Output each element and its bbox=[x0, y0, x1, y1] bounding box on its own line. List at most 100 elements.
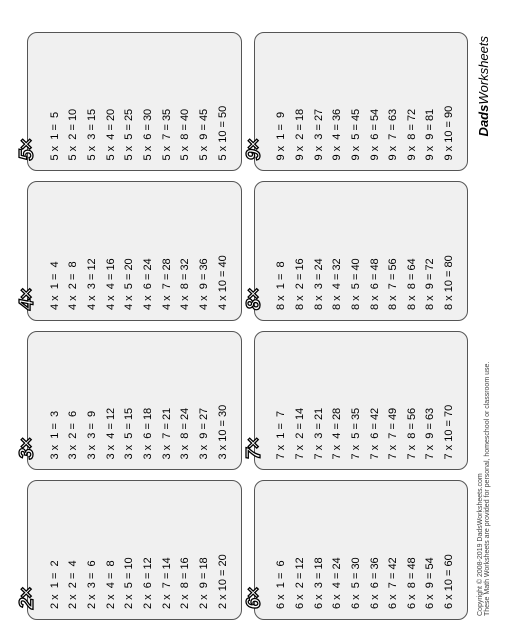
multiplication-fact: 2 x 8 = 16 bbox=[180, 492, 191, 610]
brand-logo: DadsWorksheets bbox=[476, 36, 491, 136]
page-rotated-wrapper: 2×2 x 1 = 22 x 2 = 42 x 3 = 62 x 4 = 82 … bbox=[0, 88, 512, 564]
multiplication-fact: 7 x 10 = 70 bbox=[444, 342, 455, 460]
times-table-card-6: 6×6 x 1 = 66 x 2 = 126 x 3 = 186 x 4 = 2… bbox=[254, 481, 469, 621]
multiplication-fact: 7 x 7 = 49 bbox=[388, 342, 399, 460]
multiplication-fact: 8 x 6 = 48 bbox=[370, 193, 381, 311]
multiplication-fact: 6 x 5 = 30 bbox=[351, 492, 362, 610]
times-table-label: 6× bbox=[244, 588, 264, 609]
multiplication-fact: 8 x 4 = 32 bbox=[332, 193, 343, 311]
multiplication-fact: 7 x 8 = 56 bbox=[407, 342, 418, 460]
multiplication-fact: 4 x 6 = 24 bbox=[143, 193, 154, 311]
multiplication-fact: 3 x 5 = 15 bbox=[124, 342, 135, 460]
multiplication-fact: 6 x 9 = 54 bbox=[425, 492, 436, 610]
times-table-label: 3× bbox=[17, 439, 37, 460]
times-table-card-4: 4×4 x 1 = 44 x 2 = 84 x 3 = 124 x 4 = 16… bbox=[27, 182, 242, 322]
times-table-card-8: 8×8 x 1 = 88 x 2 = 168 x 3 = 248 x 4 = 3… bbox=[254, 182, 469, 322]
multiplication-fact: 8 x 1 = 8 bbox=[276, 193, 287, 311]
multiplication-fact: 8 x 2 = 16 bbox=[295, 193, 306, 311]
brand-prefix: Dads bbox=[476, 105, 491, 137]
multiplication-fact: 4 x 9 = 36 bbox=[199, 193, 210, 311]
multiplication-fact: 3 x 7 = 21 bbox=[162, 342, 173, 460]
multiplication-fact: 3 x 9 = 27 bbox=[199, 342, 210, 460]
multiplication-fact: 7 x 2 = 14 bbox=[295, 342, 306, 460]
times-table-card-7: 7×7 x 1 = 77 x 2 = 147 x 3 = 217 x 4 = 2… bbox=[254, 331, 469, 471]
multiplication-fact: 9 x 7 = 63 bbox=[388, 43, 399, 161]
multiplication-fact: 8 x 10 = 80 bbox=[444, 193, 455, 311]
multiplication-fact: 2 x 1 = 2 bbox=[50, 492, 61, 610]
multiplication-fact: 9 x 10 = 90 bbox=[444, 43, 455, 161]
multiplication-fact: 2 x 10 = 20 bbox=[218, 492, 229, 610]
multiplication-fact: 3 x 10 = 30 bbox=[218, 342, 229, 460]
copyright-line-1: Copyright © 2008-2019 DadsWorksheets.com bbox=[477, 362, 484, 616]
multiplication-fact: 5 x 3 = 15 bbox=[87, 43, 98, 161]
times-table-label: 4× bbox=[17, 289, 37, 310]
multiplication-fact: 5 x 8 = 40 bbox=[180, 43, 191, 161]
multiplication-fact: 8 x 8 = 64 bbox=[407, 193, 418, 311]
times-table-label: 2× bbox=[17, 588, 37, 609]
multiplication-fact: 2 x 7 = 14 bbox=[162, 492, 173, 610]
multiplication-fact: 5 x 1 = 5 bbox=[50, 43, 61, 161]
multiplication-fact: 4 x 10 = 40 bbox=[218, 193, 229, 311]
times-table-label: 9× bbox=[244, 140, 264, 161]
multiplication-fact: 8 x 7 = 56 bbox=[388, 193, 399, 311]
multiplication-fact: 2 x 2 = 4 bbox=[68, 492, 79, 610]
multiplication-fact: 3 x 3 = 9 bbox=[87, 342, 98, 460]
multiplication-fact: 9 x 6 = 54 bbox=[370, 43, 381, 161]
multiplication-fact: 6 x 8 = 48 bbox=[407, 492, 418, 610]
brand-suffix: Worksheets bbox=[476, 36, 491, 105]
multiplication-fact: 4 x 1 = 4 bbox=[50, 193, 61, 311]
multiplication-fact: 9 x 1 = 9 bbox=[276, 43, 287, 161]
multiplication-fact: 5 x 5 = 25 bbox=[124, 43, 135, 161]
copyright-block: Copyright © 2008-2019 DadsWorksheets.com… bbox=[477, 362, 491, 616]
times-table-label: 8× bbox=[244, 289, 264, 310]
multiplication-fact: 7 x 9 = 63 bbox=[425, 342, 436, 460]
multiplication-fact: 2 x 4 = 8 bbox=[106, 492, 117, 610]
multiplication-fact: 2 x 6 = 12 bbox=[143, 492, 154, 610]
multiplication-fact: 5 x 2 = 10 bbox=[68, 43, 79, 161]
multiplication-fact: 3 x 2 = 6 bbox=[68, 342, 79, 460]
multiplication-fact: 3 x 6 = 18 bbox=[143, 342, 154, 460]
multiplication-fact: 6 x 6 = 36 bbox=[370, 492, 381, 610]
multiplication-fact: 6 x 10 = 60 bbox=[444, 492, 455, 610]
multiplication-fact: 7 x 4 = 28 bbox=[332, 342, 343, 460]
multiplication-fact: 4 x 2 = 8 bbox=[68, 193, 79, 311]
multiplication-fact: 3 x 8 = 24 bbox=[180, 342, 191, 460]
multiplication-fact: 9 x 9 = 81 bbox=[425, 43, 436, 161]
multiplication-fact: 7 x 6 = 42 bbox=[370, 342, 381, 460]
multiplication-fact: 4 x 8 = 32 bbox=[180, 193, 191, 311]
multiplication-fact: 9 x 5 = 45 bbox=[351, 43, 362, 161]
multiplication-fact: 2 x 5 = 10 bbox=[124, 492, 135, 610]
multiplication-fact: 2 x 9 = 18 bbox=[199, 492, 210, 610]
multiplication-fact: 7 x 1 = 7 bbox=[276, 342, 287, 460]
multiplication-fact: 5 x 7 = 35 bbox=[162, 43, 173, 161]
multiplication-fact: 9 x 3 = 27 bbox=[314, 43, 325, 161]
multiplication-fact: 9 x 4 = 36 bbox=[332, 43, 343, 161]
multiplication-fact: 6 x 3 = 18 bbox=[314, 492, 325, 610]
multiplication-fact: 6 x 2 = 12 bbox=[295, 492, 306, 610]
multiplication-fact: 5 x 10 = 50 bbox=[218, 43, 229, 161]
times-tables-grid: 2×2 x 1 = 22 x 2 = 42 x 3 = 62 x 4 = 82 … bbox=[21, 28, 470, 624]
multiplication-fact: 4 x 7 = 28 bbox=[162, 193, 173, 311]
multiplication-fact: 4 x 4 = 16 bbox=[106, 193, 117, 311]
times-table-card-3: 3×3 x 1 = 33 x 2 = 63 x 3 = 93 x 4 = 123… bbox=[27, 331, 242, 471]
multiplication-fact: 5 x 9 = 45 bbox=[199, 43, 210, 161]
multiplication-fact: 8 x 3 = 24 bbox=[314, 193, 325, 311]
times-table-label: 7× bbox=[244, 439, 264, 460]
multiplication-fact: 5 x 4 = 20 bbox=[106, 43, 117, 161]
multiplication-fact: 6 x 4 = 24 bbox=[332, 492, 343, 610]
copyright-line-2: These Math Worksheets are provided for p… bbox=[484, 362, 491, 616]
worksheet-sheet: 2×2 x 1 = 22 x 2 = 42 x 3 = 62 x 4 = 82 … bbox=[21, 28, 491, 624]
multiplication-fact: 8 x 9 = 72 bbox=[425, 193, 436, 311]
times-table-card-9: 9×9 x 1 = 99 x 2 = 189 x 3 = 279 x 4 = 3… bbox=[254, 32, 469, 172]
multiplication-fact: 4 x 5 = 20 bbox=[124, 193, 135, 311]
multiplication-fact: 2 x 3 = 6 bbox=[87, 492, 98, 610]
multiplication-fact: 9 x 8 = 72 bbox=[407, 43, 418, 161]
multiplication-fact: 7 x 3 = 21 bbox=[314, 342, 325, 460]
times-table-card-2: 2×2 x 1 = 22 x 2 = 42 x 3 = 62 x 4 = 82 … bbox=[27, 481, 242, 621]
multiplication-fact: 5 x 6 = 30 bbox=[143, 43, 154, 161]
multiplication-fact: 9 x 2 = 18 bbox=[295, 43, 306, 161]
multiplication-fact: 7 x 5 = 35 bbox=[351, 342, 362, 460]
multiplication-fact: 3 x 4 = 12 bbox=[106, 342, 117, 460]
page-footer: Copyright © 2008-2019 DadsWorksheets.com… bbox=[470, 28, 491, 624]
times-table-card-5: 5×5 x 1 = 55 x 2 = 105 x 3 = 155 x 4 = 2… bbox=[27, 32, 242, 172]
